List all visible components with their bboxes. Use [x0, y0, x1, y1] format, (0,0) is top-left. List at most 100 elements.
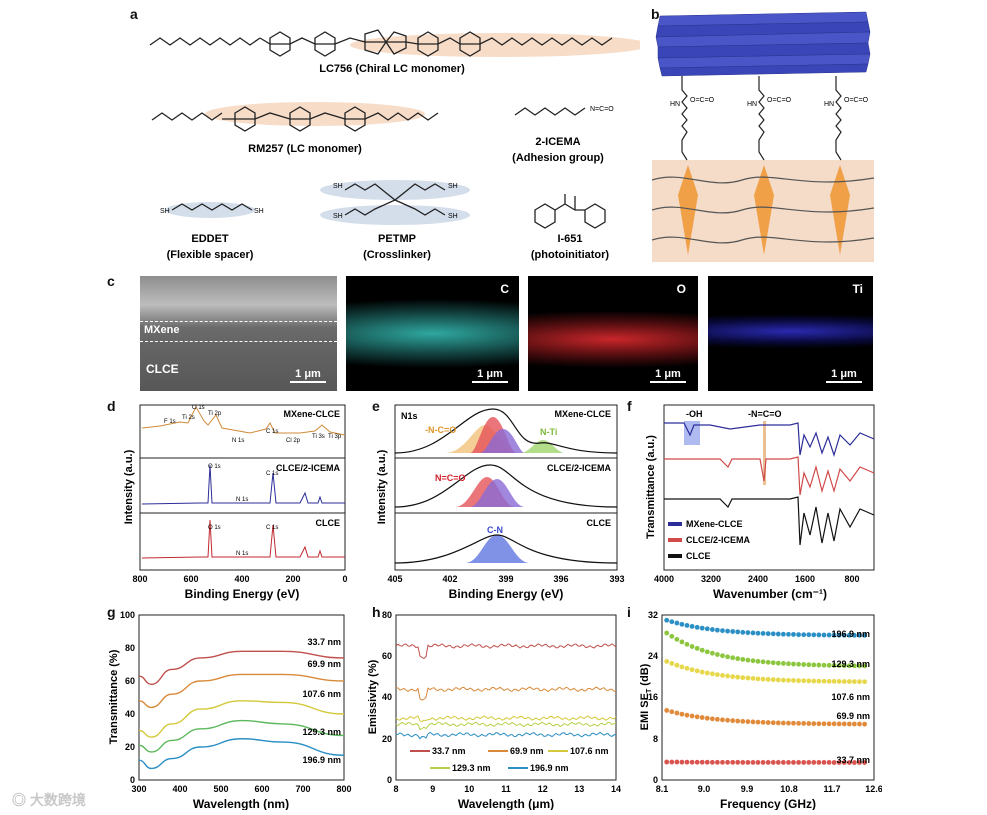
eds-map-o-label: O: [676, 282, 686, 296]
point-i-3: [821, 720, 827, 727]
point-i-1: [816, 662, 822, 668]
legend-h-4: 196.9 nm: [530, 763, 569, 773]
point-i-4: [734, 759, 741, 766]
point-i-2: [765, 676, 771, 683]
point-i-0: [699, 625, 705, 631]
point-i-0: [704, 625, 711, 632]
point-i-4: [785, 759, 792, 766]
point-i-0: [861, 632, 868, 639]
linker-hn-2: HN: [747, 101, 757, 108]
point-i-3: [856, 721, 863, 727]
point-i-0: [689, 623, 695, 630]
scale-bar-o: 1 μm: [650, 368, 686, 383]
panel-label-f: f: [627, 398, 632, 414]
point-i-4: [816, 759, 822, 766]
point-i-1: [790, 661, 797, 667]
point-i-3: [841, 721, 848, 727]
tick-f-0: 4000: [654, 574, 674, 584]
point-i-3: [750, 719, 756, 725]
scale-bar-sem: 1 μm: [290, 368, 326, 383]
tick-d-2: 400: [234, 574, 249, 584]
tick-e-2: 399: [498, 574, 513, 584]
point-i-4: [760, 759, 766, 766]
point-i-2: [734, 674, 741, 680]
linker-oco-3: O=C=O: [844, 97, 869, 104]
tick-h-x0: 8: [393, 784, 398, 794]
point-i-1: [861, 663, 868, 669]
point-i-2: [704, 670, 711, 676]
tick-i-y4: 32: [648, 610, 658, 620]
point-i-1: [770, 659, 777, 666]
panel-a-structures: LC756 (Chiral LC monomer) RM257 (LC mono…: [149, 29, 640, 261]
eds-map-c-label: C: [500, 282, 509, 296]
point-i-4: [740, 759, 746, 766]
eds-map-o: O 1 μm: [528, 276, 698, 391]
point-i-2: [719, 672, 726, 679]
point-i-4: [679, 759, 685, 765]
eddet-sh-right: SH: [254, 208, 264, 215]
point-i-3: [836, 721, 842, 727]
series-d-icema: [141, 464, 345, 505]
panel-label-d: d: [107, 398, 116, 414]
point-i-2: [846, 678, 853, 685]
point-i-3: [714, 716, 721, 723]
mxene-layer-label: MXene: [144, 324, 180, 336]
point-i-1: [785, 660, 792, 667]
point-i-2: [780, 677, 787, 683]
icema-label: 2-ICEMA: [535, 136, 580, 148]
point-i-3: [709, 716, 716, 722]
point-i-2: [800, 677, 807, 684]
point-i-0: [775, 631, 782, 637]
point-i-1: [795, 661, 802, 668]
tick-g-y5: 100: [120, 610, 135, 620]
panel-label-a: a: [130, 6, 138, 22]
peak-d-f1s: F 1s: [164, 419, 176, 425]
peak-d-icema-c1s: C 1s: [266, 471, 278, 477]
panel-label-b: b: [651, 6, 660, 22]
tick-i-x5: 12.6: [865, 784, 882, 794]
point-i-4: [714, 759, 721, 766]
point-i-4: [770, 759, 777, 766]
series-g-3: [138, 719, 345, 753]
tick-g-y4: 80: [125, 643, 135, 653]
tick-h-x2: 10: [464, 784, 474, 794]
point-i-1: [719, 652, 726, 659]
point-i-4: [724, 759, 731, 766]
point-i-0: [750, 630, 756, 636]
series-f-mxene: [664, 422, 875, 457]
tick-h-x3: 11: [501, 784, 511, 794]
label-i-0: 196.9 nm: [831, 629, 870, 639]
chart-f: -OH -N=C=O MXene-CLCE CLCE/2-ICEMA CLCE …: [645, 404, 875, 601]
point-i-1: [699, 647, 705, 654]
point-i-0: [780, 631, 787, 638]
peak-d-icema-n1s: N 1s: [236, 497, 248, 503]
legend-f-icema: CLCE/2-ICEMA: [686, 535, 751, 545]
point-i-2: [714, 671, 721, 678]
point-i-0: [770, 630, 777, 637]
tick-i-y2: 16: [648, 692, 658, 702]
point-i-3: [724, 717, 731, 723]
point-i-1: [755, 658, 761, 665]
point-i-3: [745, 718, 751, 725]
series-h-3: [395, 721, 617, 731]
peak-d-ti3p: Ti 3p: [328, 434, 342, 440]
point-i-3: [775, 720, 782, 726]
point-i-4: [775, 759, 782, 766]
point-i-4: [800, 759, 807, 766]
point-i-2: [821, 678, 827, 684]
point-i-0: [734, 629, 741, 635]
point-i-2: [760, 676, 766, 682]
i651-role: (photoinitiator): [531, 249, 610, 261]
point-i-1: [745, 657, 751, 663]
tick-g-x5: 800: [336, 784, 351, 794]
point-i-2: [679, 664, 685, 670]
point-i-1: [734, 655, 741, 662]
eddet-label: EDDET: [191, 233, 229, 245]
point-i-1: [724, 654, 731, 660]
ylabel-e: Intensity (a.u.): [376, 449, 388, 524]
point-i-4: [684, 759, 690, 765]
point-i-2: [663, 658, 670, 665]
tick-h-y2: 40: [382, 692, 392, 702]
point-i-2: [745, 675, 751, 681]
point-i-3: [760, 719, 766, 726]
